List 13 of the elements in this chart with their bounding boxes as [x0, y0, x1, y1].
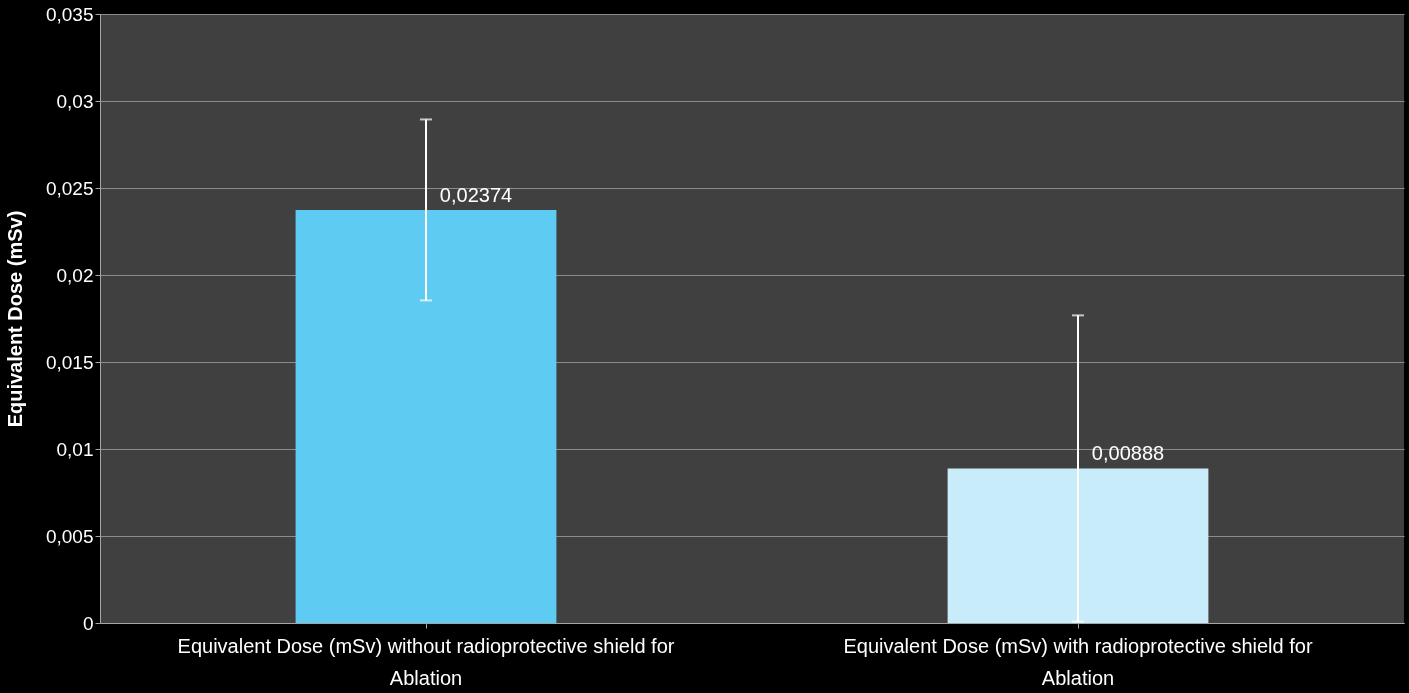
data-label: 0,02374: [439, 183, 513, 206]
y-tick-label: 0,02: [56, 264, 94, 286]
y-tick-label: 0,015: [45, 351, 94, 373]
data-label: 0,00888: [1091, 442, 1165, 465]
y-axis-title: Equivalent Dose (mSv): [3, 210, 26, 428]
x-tick-label: Equivalent Dose (mSv) without radioprotective shield for Ablation: [177, 634, 675, 689]
y-tick-label: 0,01: [56, 438, 94, 460]
y-tick-label: 0: [82, 612, 94, 634]
y-tick-label: 0,035: [45, 3, 94, 25]
y-tick-label: 0,005: [45, 525, 94, 547]
y-tick-label: 0,025: [45, 177, 94, 199]
x-tick-label: Equivalent Dose (mSv) with radioprotective shield for Ablation: [843, 634, 1313, 689]
y-tick-label: 0,03: [56, 90, 94, 112]
